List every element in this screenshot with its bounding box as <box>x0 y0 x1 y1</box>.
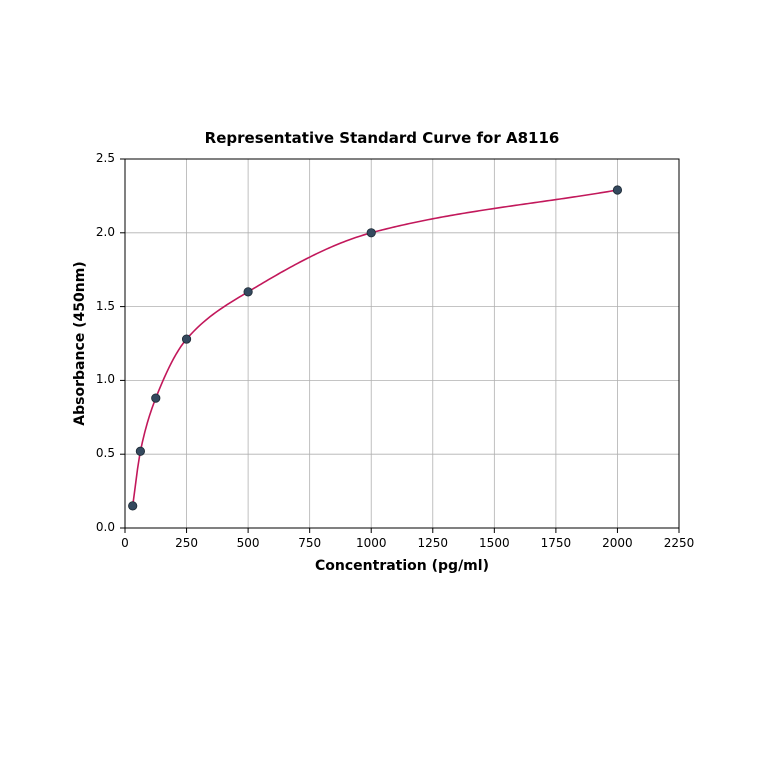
x-axis-label: Concentration (pg/ml) <box>125 558 679 574</box>
x-tick-label: 1500 <box>464 536 524 550</box>
x-tick-label: 750 <box>280 536 340 550</box>
data-point <box>182 335 190 343</box>
x-tick-label: 250 <box>157 536 217 550</box>
data-point <box>136 447 144 455</box>
x-tick-label: 2250 <box>649 536 709 550</box>
x-tick-label: 1000 <box>341 536 401 550</box>
data-point <box>152 394 160 402</box>
x-tick-label: 0 <box>95 536 155 550</box>
y-tick-label: 1.0 <box>65 372 115 386</box>
x-tick-label: 1250 <box>403 536 463 550</box>
data-point <box>613 186 621 194</box>
y-axis-label: Absorbance (450nm) <box>72 159 88 528</box>
data-point <box>367 229 375 237</box>
x-tick-label: 1750 <box>526 536 586 550</box>
x-tick-label: 500 <box>218 536 278 550</box>
x-tick-label: 2000 <box>587 536 647 550</box>
y-tick-label: 1.5 <box>65 299 115 313</box>
chart-title: Representative Standard Curve for A8116 <box>0 129 764 147</box>
chart-svg <box>113 147 691 540</box>
y-tick-label: 2.5 <box>65 151 115 165</box>
y-tick-label: 2.0 <box>65 225 115 239</box>
y-tick-label: 0.5 <box>65 446 115 460</box>
plot-area <box>125 159 679 528</box>
data-point <box>244 288 252 296</box>
figure: Representative Standard Curve for A8116 … <box>0 0 764 764</box>
data-point <box>128 502 136 510</box>
y-tick-label: 0.0 <box>65 520 115 534</box>
